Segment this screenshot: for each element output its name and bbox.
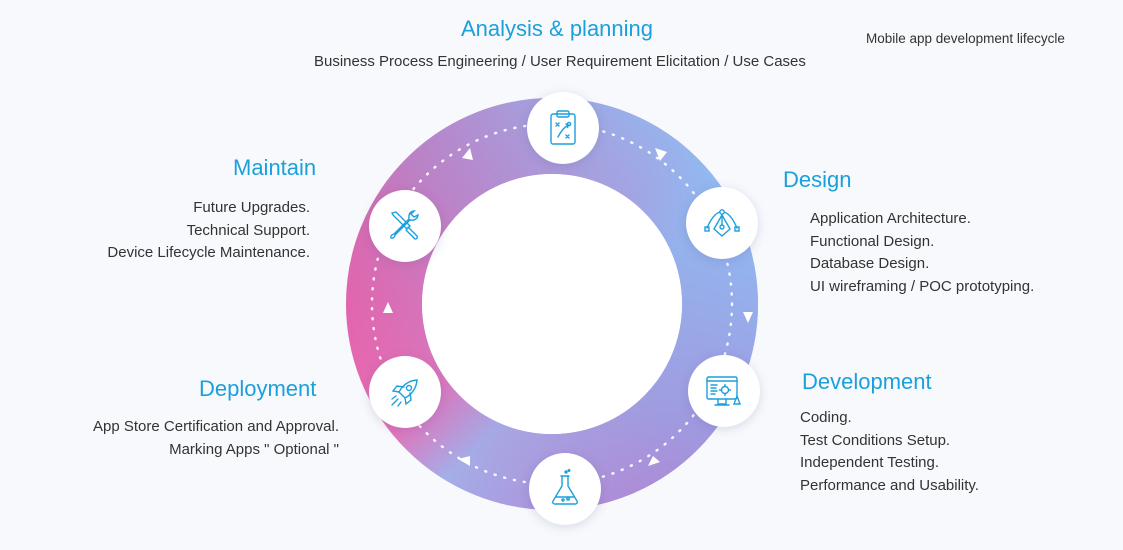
pen-tool-icon	[704, 209, 740, 237]
deployment-node	[369, 356, 441, 428]
development-item: Independent Testing.	[800, 454, 940, 471]
design-item: UI wireframing / POC prototyping.	[810, 277, 1035, 295]
maintain-item: Future Upgrades.	[193, 199, 310, 216]
flow-arrow	[648, 456, 660, 466]
flow-arrow	[743, 312, 753, 323]
analysis-description: Business Process Engineering / User Requ…	[314, 51, 806, 74]
flow-arrow	[462, 148, 473, 160]
deployment-title: Deployment	[199, 376, 317, 401]
development-item: Coding.	[800, 409, 852, 426]
flow-arrow	[655, 148, 667, 161]
design-item: Application Architecture.	[810, 210, 971, 227]
development-description: Coding. Test Conditions Setup. Independe…	[800, 407, 979, 497]
deployment-description: App Store Certification and Approval. Ma…	[93, 416, 339, 461]
rocket-icon	[391, 379, 418, 407]
development-node	[688, 355, 760, 427]
design-item: Functional Design.	[810, 232, 935, 250]
maintain-title: Maintain	[233, 155, 317, 180]
development-title: Development	[802, 369, 932, 394]
diagram-caption: Mobile app development lifecycle	[866, 31, 1065, 46]
maintain-item: Technical Support.	[186, 221, 310, 239]
analysis-node	[527, 92, 599, 164]
design-description: Application Architecture. Functional Des…	[810, 208, 1034, 298]
design-node	[686, 187, 758, 259]
flask-icon	[552, 469, 578, 505]
flow-arrow	[383, 302, 393, 313]
analysis-title: Analysis & planning	[461, 16, 654, 41]
maintain-description: Future Upgrades. Technical Support. Devi…	[107, 197, 310, 265]
deployment-item: Marking Apps " Optional "	[169, 440, 339, 458]
clipboard-strategy-icon	[550, 110, 576, 145]
development-item: Test Conditions Setup.	[800, 431, 951, 449]
maintain-node	[369, 190, 441, 262]
monitor-gear-icon	[706, 376, 742, 406]
design-item: Database Design.	[810, 255, 930, 272]
flow-dotted-path	[370, 122, 734, 486]
maintain-item: Device Lifecycle Maintenance.	[107, 244, 310, 261]
wrench-screwdriver-icon	[390, 209, 419, 240]
analysis-item: Business Process Engineering / User Requ…	[314, 53, 806, 70]
testing-node	[529, 453, 601, 525]
development-item: Performance and Usability.	[800, 476, 979, 494]
flow-arrow	[458, 456, 470, 466]
design-title: Design	[783, 167, 852, 192]
deployment-item: App Store Certification and Approval.	[93, 418, 339, 435]
